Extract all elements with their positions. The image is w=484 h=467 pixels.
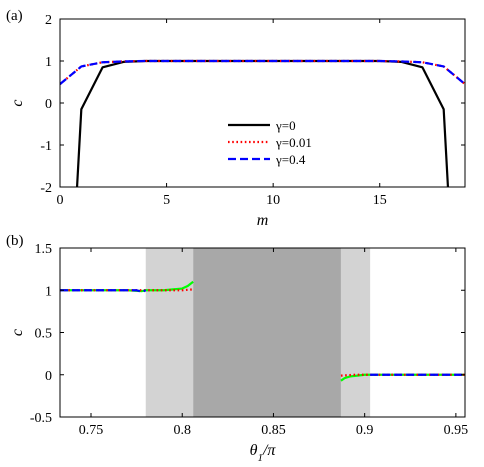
series-line-2 xyxy=(60,59,465,85)
panel-a: (a) 0 5 10 15 -2 -1 0 1 2 m c γ=0 γ=0.01 γ=0.4 xyxy=(6,8,466,229)
y-tick-label: 0.5 xyxy=(35,327,53,342)
x-tick-label: 0.95 xyxy=(444,423,469,438)
panel-b-xlabel: θ1/π xyxy=(250,442,277,464)
panel-a-frame xyxy=(59,18,466,188)
x-tick-label: 0.75 xyxy=(79,423,104,438)
shaded-region-3 xyxy=(340,248,371,417)
panel-a-xlabel: m xyxy=(257,212,269,229)
legend-entry-1: γ=0 xyxy=(275,118,296,133)
x-tick-label: 0.85 xyxy=(261,423,286,438)
y-tick-label: -0.5 xyxy=(30,411,52,426)
x-tick-label: 10 xyxy=(266,193,280,208)
y-tick-label: 1 xyxy=(45,55,52,70)
series-line-3 xyxy=(60,59,465,85)
panel-a-legend: γ=0 γ=0.01 γ=0.4 xyxy=(228,118,312,167)
x-tick-label: 5 xyxy=(163,193,170,208)
panel-b-ylabel: c xyxy=(9,329,26,336)
y-tick-label: -1 xyxy=(40,139,52,154)
y-tick-label: 0 xyxy=(45,369,52,384)
shaded-region-1 xyxy=(145,248,194,417)
series-line-5 xyxy=(60,289,147,294)
x-tick-label: 0.9 xyxy=(356,423,374,438)
y-tick-label: 2 xyxy=(45,13,52,28)
y-tick-label: 1.5 xyxy=(35,242,53,257)
y-tick-label: 1 xyxy=(45,284,52,299)
x-tick-label: 0.8 xyxy=(173,423,191,438)
x-tick-label: 15 xyxy=(373,193,387,208)
y-tick-label: 0 xyxy=(45,97,52,112)
legend-entry-2: γ=0.01 xyxy=(275,135,312,150)
panel-b: (b) 0.75 0.8 0.85 0.9 0.95 -0.5 0 0.5 1 1.5 θ1/π… xyxy=(6,233,468,464)
legend-entry-3: γ=0.4 xyxy=(275,152,306,167)
y-tick-label: -2 xyxy=(40,181,52,196)
shaded-region-2 xyxy=(193,248,341,417)
panel-a-ylabel: c xyxy=(9,99,26,106)
x-tick-label: 0 xyxy=(57,193,64,208)
panel-a-label: (a) xyxy=(6,8,23,24)
panel-b-label: (b) xyxy=(6,233,24,249)
